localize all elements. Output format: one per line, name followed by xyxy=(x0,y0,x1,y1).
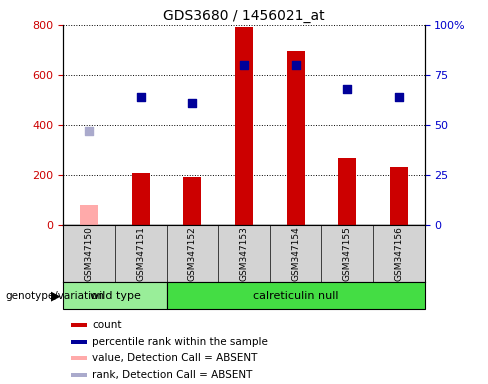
Bar xyxy=(71,323,87,327)
Text: GSM347150: GSM347150 xyxy=(85,226,94,281)
Bar xyxy=(71,356,87,360)
Text: value, Detection Call = ABSENT: value, Detection Call = ABSENT xyxy=(92,353,258,363)
Bar xyxy=(71,340,87,344)
Text: rank, Detection Call = ABSENT: rank, Detection Call = ABSENT xyxy=(92,370,253,380)
Text: GSM347153: GSM347153 xyxy=(240,226,248,281)
Text: percentile rank within the sample: percentile rank within the sample xyxy=(92,337,268,347)
Text: GSM347156: GSM347156 xyxy=(394,226,403,281)
Point xyxy=(395,94,403,100)
Text: genotype/variation: genotype/variation xyxy=(5,291,104,301)
Text: GSM347154: GSM347154 xyxy=(291,226,300,281)
Bar xyxy=(390,167,408,225)
Point xyxy=(85,128,93,134)
Text: GSM347151: GSM347151 xyxy=(136,226,145,281)
Bar xyxy=(132,174,150,225)
Point xyxy=(188,100,196,106)
Bar xyxy=(63,282,166,309)
Point xyxy=(240,62,248,68)
Bar xyxy=(80,205,98,225)
Bar xyxy=(166,282,425,309)
Text: ▶: ▶ xyxy=(51,289,61,302)
Point xyxy=(343,86,351,92)
Bar xyxy=(338,159,356,225)
Bar xyxy=(183,177,202,225)
Point xyxy=(137,94,145,100)
Bar xyxy=(71,373,87,377)
Text: GSM347152: GSM347152 xyxy=(188,226,197,281)
Point xyxy=(292,62,300,68)
Bar xyxy=(235,28,253,225)
Bar xyxy=(286,51,305,225)
Text: wild type: wild type xyxy=(90,291,141,301)
Text: count: count xyxy=(92,320,122,330)
Title: GDS3680 / 1456021_at: GDS3680 / 1456021_at xyxy=(163,8,325,23)
Text: calreticulin null: calreticulin null xyxy=(253,291,338,301)
Text: GSM347155: GSM347155 xyxy=(343,226,352,281)
